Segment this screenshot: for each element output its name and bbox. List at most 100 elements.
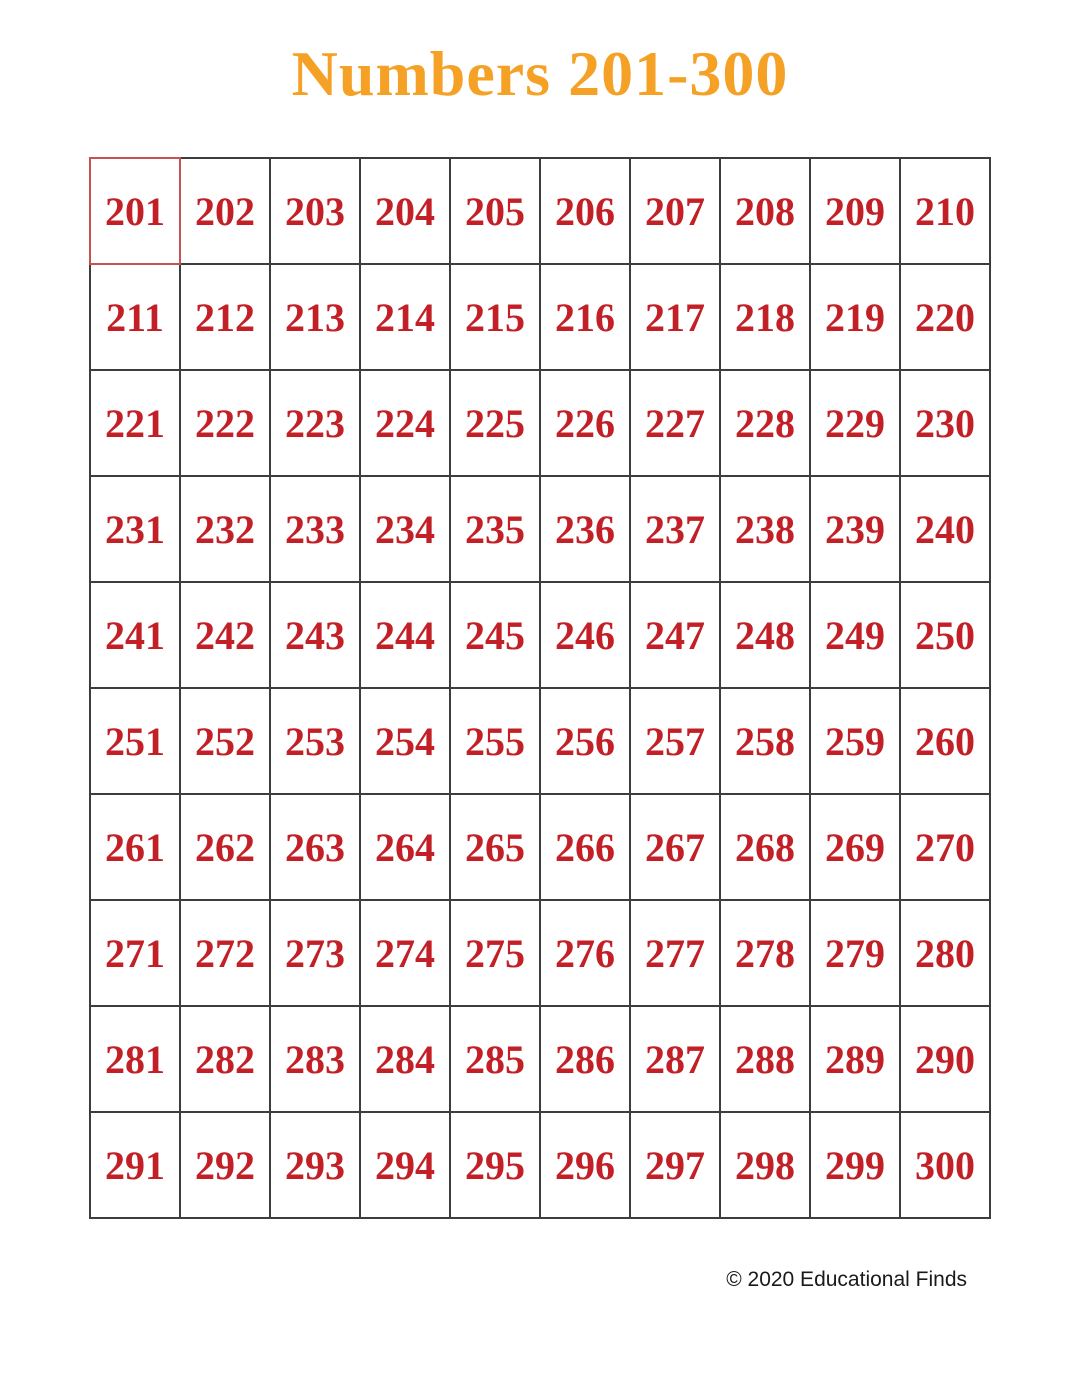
number-cell: 229 (809, 369, 901, 478)
number-cell-highlighted: 201 (89, 157, 181, 266)
number-cell: 203 (269, 157, 361, 266)
number-cell: 237 (629, 475, 721, 584)
number-grid-row: 211 212 213 214 215 216 217 218 219 220 (89, 263, 991, 372)
number-cell: 206 (539, 157, 631, 266)
number-cell: 244 (359, 581, 451, 690)
number-cell: 257 (629, 687, 721, 796)
number-cell: 292 (179, 1111, 271, 1220)
number-cell: 250 (899, 581, 991, 690)
number-cell: 299 (809, 1111, 901, 1220)
number-cell: 236 (539, 475, 631, 584)
number-cell: 235 (449, 475, 541, 584)
number-cell: 261 (89, 793, 181, 902)
number-cell: 288 (719, 1005, 811, 1114)
number-cell: 276 (539, 899, 631, 1008)
number-cell: 202 (179, 157, 271, 266)
number-cell: 242 (179, 581, 271, 690)
number-cell: 231 (89, 475, 181, 584)
number-cell: 265 (449, 793, 541, 902)
number-cell: 212 (179, 263, 271, 372)
number-cell: 214 (359, 263, 451, 372)
number-cell: 248 (719, 581, 811, 690)
number-cell: 240 (899, 475, 991, 584)
number-cell: 280 (899, 899, 991, 1008)
number-cell: 233 (269, 475, 361, 584)
number-cell: 275 (449, 899, 541, 1008)
number-cell: 291 (89, 1111, 181, 1220)
number-cell: 282 (179, 1005, 271, 1114)
number-cell: 223 (269, 369, 361, 478)
number-cell: 254 (359, 687, 451, 796)
number-cell: 218 (719, 263, 811, 372)
number-cell: 228 (719, 369, 811, 478)
number-cell: 239 (809, 475, 901, 584)
number-cell: 264 (359, 793, 451, 902)
number-cell: 269 (809, 793, 901, 902)
number-grid-body: 201 202 203 204 205 206 207 208 209 210 211 212 213 2… (89, 157, 991, 1220)
number-cell: 238 (719, 475, 811, 584)
number-cell: 251 (89, 687, 181, 796)
number-cell: 210 (899, 157, 991, 266)
number-cell: 290 (899, 1005, 991, 1114)
number-cell: 226 (539, 369, 631, 478)
number-cell: 281 (89, 1005, 181, 1114)
number-cell: 230 (899, 369, 991, 478)
number-cell: 234 (359, 475, 451, 584)
number-cell: 211 (89, 263, 181, 372)
number-grid-row: 221 222 223 224 225 226 227 228 229 230 (89, 369, 991, 478)
number-cell: 220 (899, 263, 991, 372)
number-cell: 279 (809, 899, 901, 1008)
number-cell: 208 (719, 157, 811, 266)
number-cell: 256 (539, 687, 631, 796)
number-cell: 232 (179, 475, 271, 584)
number-cell: 243 (269, 581, 361, 690)
number-cell: 260 (899, 687, 991, 796)
number-cell: 209 (809, 157, 901, 266)
number-cell: 249 (809, 581, 901, 690)
number-cell: 286 (539, 1005, 631, 1114)
number-grid-row: 291 292 293 294 295 296 297 298 299 300 (89, 1111, 991, 1220)
number-cell: 266 (539, 793, 631, 902)
number-cell: 215 (449, 263, 541, 372)
number-cell: 207 (629, 157, 721, 266)
copyright-notice: © 2020 Educational Finds (726, 1268, 967, 1292)
number-cell: 287 (629, 1005, 721, 1114)
number-cell: 278 (719, 899, 811, 1008)
number-grid-row: 251 252 253 254 255 256 257 258 259 260 (89, 687, 991, 796)
number-cell: 259 (809, 687, 901, 796)
number-cell: 262 (179, 793, 271, 902)
number-cell: 271 (89, 899, 181, 1008)
number-cell: 247 (629, 581, 721, 690)
number-cell: 298 (719, 1111, 811, 1220)
number-cell: 205 (449, 157, 541, 266)
number-cell: 277 (629, 899, 721, 1008)
number-cell: 224 (359, 369, 451, 478)
number-grid: 201 202 203 204 205 206 207 208 209 210 211 212 213 2… (89, 157, 991, 1220)
number-cell: 294 (359, 1111, 451, 1220)
number-grid-row: 201 202 203 204 205 206 207 208 209 210 (89, 157, 991, 266)
number-grid-row: 271 272 273 274 275 276 277 278 279 280 (89, 899, 991, 1008)
number-grid-row: 231 232 233 234 235 236 237 238 239 240 (89, 475, 991, 584)
number-grid-row: 261 262 263 264 265 266 267 268 269 270 (89, 793, 991, 902)
number-cell: 213 (269, 263, 361, 372)
number-cell: 227 (629, 369, 721, 478)
number-grid-row: 281 282 283 284 285 286 287 288 289 290 (89, 1005, 991, 1114)
number-cell: 283 (269, 1005, 361, 1114)
number-cell: 258 (719, 687, 811, 796)
number-cell: 296 (539, 1111, 631, 1220)
worksheet-page: Numbers 201-300 201 202 203 204 205 206 207 208… (89, 40, 991, 1292)
number-cell: 285 (449, 1005, 541, 1114)
number-cell: 216 (539, 263, 631, 372)
number-cell: 221 (89, 369, 181, 478)
number-cell: 272 (179, 899, 271, 1008)
number-cell: 293 (269, 1111, 361, 1220)
number-cell: 297 (629, 1111, 721, 1220)
number-cell: 245 (449, 581, 541, 690)
number-cell: 268 (719, 793, 811, 902)
number-cell: 263 (269, 793, 361, 902)
number-cell: 270 (899, 793, 991, 902)
number-cell: 273 (269, 899, 361, 1008)
number-cell: 225 (449, 369, 541, 478)
number-cell: 204 (359, 157, 451, 266)
number-cell: 295 (449, 1111, 541, 1220)
